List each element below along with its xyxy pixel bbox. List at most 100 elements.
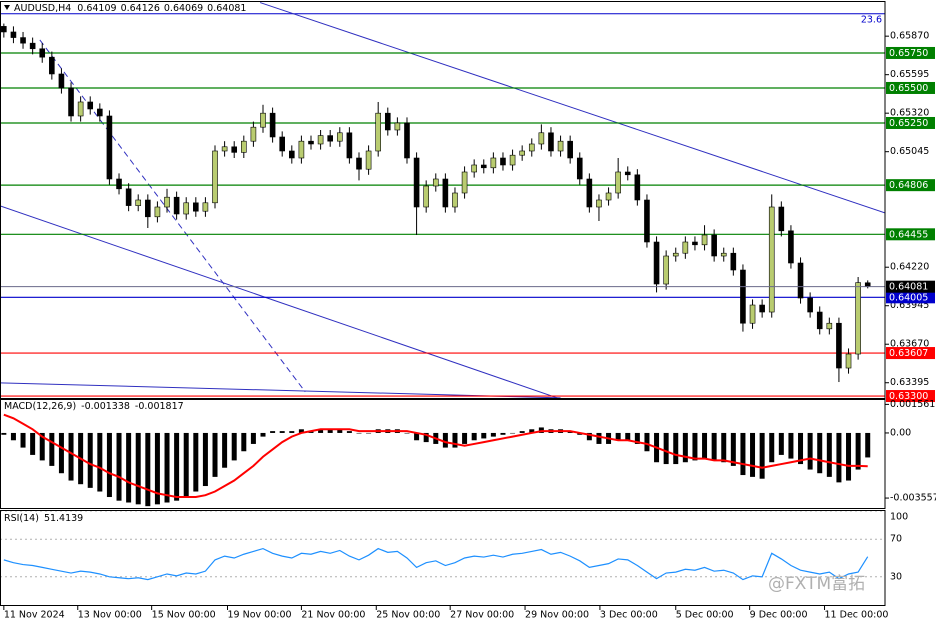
macd-bar (58, 432, 64, 474)
y-tick-label: 0.63945 (890, 300, 929, 311)
macd-bar (615, 432, 621, 441)
macd-bar (68, 432, 74, 481)
candle-body (442, 178, 449, 208)
candle-body (596, 199, 602, 208)
candle-body (759, 304, 765, 313)
candle-body (692, 241, 698, 246)
x-tick-label: 19 Nov 00:00 (227, 610, 291, 621)
candle-body (807, 297, 813, 313)
macd-bar (673, 432, 679, 465)
macd-bar (625, 432, 631, 441)
macd-bar (135, 432, 141, 505)
macd-bar (154, 432, 160, 505)
macd-bar (202, 432, 208, 487)
macd-bar (807, 432, 813, 470)
candle-body (221, 146, 228, 152)
macd-bar (730, 432, 736, 466)
candle-body (605, 192, 612, 201)
pane-frames (0, 1, 886, 606)
macd-bar (644, 432, 650, 452)
candle-body (701, 234, 708, 246)
candle-body (77, 101, 84, 117)
candle-body (797, 262, 804, 299)
macd-bar (500, 432, 506, 435)
macd-header: MACD(12,26,9) -0.001338 -0.001817 (4, 401, 184, 412)
candle-body (557, 140, 564, 152)
macd-bar (442, 432, 448, 448)
candle-body (97, 108, 103, 117)
macd-bar (817, 432, 823, 474)
candle-body (432, 178, 439, 187)
candle-body (145, 199, 151, 218)
candle-body (365, 150, 372, 170)
candle-body (289, 150, 295, 159)
candle-body (490, 157, 497, 169)
macd-bar (855, 432, 861, 470)
candle-body (576, 157, 583, 180)
macd-bar (222, 432, 228, 468)
macd-bar (87, 432, 93, 488)
macd-frame (0, 399, 886, 509)
fib-label: 23.6 (861, 14, 882, 25)
macd-bar (126, 432, 132, 503)
level-label-box (886, 280, 935, 293)
candle-body (788, 230, 794, 264)
level-label-box (886, 116, 935, 129)
y-tick-label: 0.65045 (890, 146, 929, 157)
macd-bar (586, 432, 592, 441)
macd-bar (298, 429, 304, 433)
level-label-box (886, 46, 935, 59)
candle-body (864, 282, 871, 287)
candle-body (20, 37, 26, 44)
rsi-value: 51.4139 (44, 513, 83, 524)
candle-body (528, 143, 535, 152)
candle-body (279, 136, 286, 152)
candle-body (615, 171, 621, 194)
collapse-icon[interactable] (4, 5, 10, 10)
macd-bar (174, 432, 180, 501)
candle-body (855, 282, 861, 355)
level-label: 0.65500 (889, 83, 928, 94)
candle-body (87, 101, 94, 110)
y-tick-label: 0.63670 (890, 339, 929, 350)
candle-body (308, 140, 314, 145)
macd-bar (260, 432, 266, 437)
axes: 0.65870 0.65595 0.65320 0.65045 0.64220 0.639… (3, 14, 936, 621)
macd-bar (20, 432, 26, 448)
x-tick-label: 13 Nov 00:00 (78, 610, 142, 621)
rsi-y-tick-label: 70 (890, 534, 902, 545)
macd-bar (510, 432, 516, 434)
rsi-header: RSI(14) 51.4139 (4, 513, 83, 524)
candle-body (269, 112, 276, 138)
level-label: 0.63607 (889, 348, 928, 359)
candle-body (202, 202, 209, 212)
candle-body (740, 269, 746, 324)
candle-body (663, 255, 669, 285)
x-tick-label: 15 Nov 00:00 (152, 610, 216, 621)
macd-bar (10, 432, 16, 441)
macd-bar (490, 432, 496, 437)
candle-body (413, 157, 420, 208)
candle-body (10, 31, 17, 38)
watermark: @FXTM富拓 (768, 574, 865, 594)
candle-body (480, 164, 487, 169)
candle-body (375, 112, 381, 152)
rsi-line (3, 547, 869, 581)
x-tick-label: 29 Nov 00:00 (525, 610, 589, 621)
macd-bar (164, 432, 170, 503)
macd-bar (452, 432, 458, 448)
level-label: 0.64005 (889, 292, 928, 303)
trendline (39, 39, 306, 393)
y-tick-label: 0.65320 (890, 108, 929, 119)
candle-body (836, 322, 842, 369)
candle-body (749, 304, 756, 324)
rsi-pane (0, 511, 885, 581)
candle-body (29, 42, 36, 50)
macd-bar (193, 432, 199, 492)
x-tick-label: 21 Nov 00:00 (301, 610, 365, 621)
y-tick-label: 0.63395 (890, 377, 929, 388)
level-label-box (886, 179, 935, 192)
candle-body (634, 174, 641, 201)
candle-body (452, 192, 458, 208)
